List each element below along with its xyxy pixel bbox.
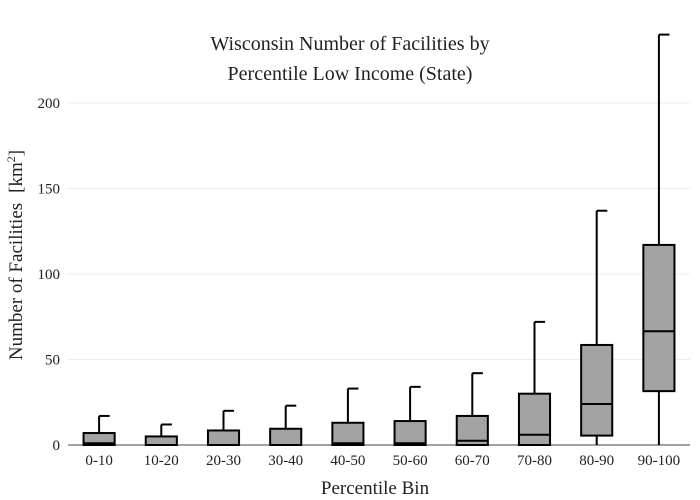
x-tick-label-50-60: 50-60 bbox=[393, 453, 428, 469]
y-tick-label-150: 150 bbox=[38, 182, 61, 198]
y-axis-label-unit-superscript: 2 bbox=[4, 156, 18, 162]
y-tick-label-50: 50 bbox=[45, 353, 60, 369]
box-60-70 bbox=[455, 372, 489, 446]
y-axis-ticks: 0 50 100 150 200 bbox=[38, 96, 61, 454]
x-tick-label-90-100: 90-100 bbox=[638, 453, 681, 469]
y-axis-label-unit: [km bbox=[6, 162, 27, 193]
x-axis-ticks: 0-10 10-20 20-30 30-40 40-50 50-60 60-70 70-80 8… bbox=[85, 453, 680, 469]
y-tick-label-200: 200 bbox=[38, 96, 61, 112]
iqr-box bbox=[642, 243, 676, 393]
iqr-box bbox=[331, 421, 365, 446]
box-70-80 bbox=[517, 320, 552, 447]
box-10-20 bbox=[144, 423, 178, 447]
iqr-box bbox=[144, 435, 178, 447]
y-axis-label-text: Number of Facilities bbox=[6, 203, 27, 360]
box-50-60 bbox=[393, 385, 427, 446]
y-tick-label-0: 0 bbox=[53, 438, 61, 454]
box-0-10 bbox=[82, 414, 116, 446]
x-tick-label-60-70: 60-70 bbox=[455, 453, 490, 469]
box-80-90 bbox=[580, 209, 614, 445]
x-axis-label: Percentile Bin bbox=[321, 478, 430, 499]
y-axis-label: Number of Facilities [km2] bbox=[4, 150, 27, 360]
box-40-50 bbox=[331, 387, 365, 446]
box-30-40 bbox=[269, 404, 303, 447]
iqr-box bbox=[82, 432, 116, 446]
y-tick-label-100: 100 bbox=[38, 267, 61, 283]
chart-title-line-1: Wisconsin Number of Facilities by bbox=[210, 33, 489, 55]
box-20-30 bbox=[206, 409, 241, 446]
iqr-box bbox=[206, 429, 241, 446]
iqr-box bbox=[269, 427, 303, 447]
x-tick-label-10-20: 10-20 bbox=[144, 453, 179, 469]
boxes bbox=[82, 33, 676, 447]
x-tick-label-80-90: 80-90 bbox=[579, 453, 614, 469]
y-axis-label-unit-close: ] bbox=[6, 150, 27, 156]
x-tick-label-40-50: 40-50 bbox=[330, 453, 365, 469]
iqr-box bbox=[580, 343, 614, 437]
x-tick-label-0-10: 0-10 bbox=[85, 453, 113, 469]
x-tick-label-70-80: 70-80 bbox=[517, 453, 552, 469]
iqr-box bbox=[517, 392, 552, 447]
chart-title-line-2: Percentile Low Income (State) bbox=[228, 63, 473, 85]
x-tick-label-20-30: 20-30 bbox=[206, 453, 241, 469]
box-90-100 bbox=[642, 33, 676, 445]
x-tick-label-30-40: 30-40 bbox=[268, 453, 303, 469]
iqr-box bbox=[393, 420, 427, 446]
